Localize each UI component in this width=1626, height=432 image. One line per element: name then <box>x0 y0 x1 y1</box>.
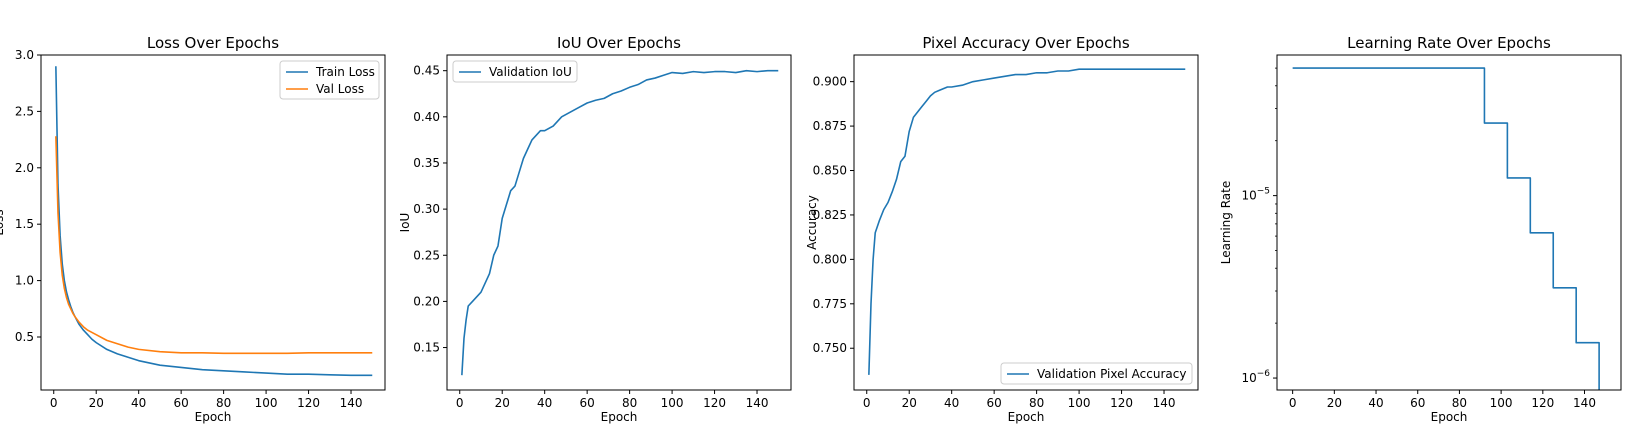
y-tick-label: 0.800 <box>813 252 847 266</box>
y-tick-label: 0.20 <box>413 294 440 308</box>
x-tick-label: 140 <box>340 396 363 410</box>
x-axis-label: Epoch <box>195 410 232 424</box>
y-axis-label: Loss <box>0 209 6 235</box>
y-tick-label: 3.0 <box>15 48 34 62</box>
x-tick-label: 20 <box>89 396 104 410</box>
x-tick-label: 60 <box>1410 396 1425 410</box>
x-tick-label: 80 <box>1029 396 1044 410</box>
x-tick-label: 120 <box>297 396 320 410</box>
x-tick-label: 120 <box>1531 396 1554 410</box>
y-tick-label: 0.45 <box>413 64 440 78</box>
chart-title: IoU Over Epochs <box>557 34 681 52</box>
series-line-1 <box>55 136 373 355</box>
chart-title: Learning Rate Over Epochs <box>1347 34 1551 52</box>
y-tick-label: 0.850 <box>813 164 847 178</box>
y-tick-label: 1.5 <box>15 217 34 231</box>
chart-title: Loss Over Epochs <box>147 34 279 52</box>
legend-label: Validation Pixel Accuracy <box>1037 367 1186 381</box>
plot-frame <box>40 54 386 391</box>
y-tick-label: 0.875 <box>813 119 847 133</box>
y-tick-label: 0.900 <box>813 75 847 89</box>
chart-panel-1: IoU Over Epochs 0 20 40 60 80 100 120 140 0.15 0.2… <box>398 34 792 424</box>
plot-frame <box>446 54 792 391</box>
series-line-0 <box>55 66 373 377</box>
x-tick-label: 100 <box>1490 396 1513 410</box>
x-tick-label: 100 <box>661 396 684 410</box>
y-axis-label: Accuracy <box>805 195 819 250</box>
x-tick-label: 0 <box>1289 396 1297 410</box>
x-tick-label: 120 <box>1110 396 1133 410</box>
x-tick-label: 40 <box>1368 396 1383 410</box>
x-tick-label: 60 <box>580 396 595 410</box>
x-tick-label: 0 <box>456 396 464 410</box>
x-axis-label: Epoch <box>1431 410 1468 424</box>
legend: Validation IoU <box>452 60 578 83</box>
y-tick-label: 0.15 <box>413 341 440 355</box>
y-tick-label: 0.30 <box>413 202 440 216</box>
legend-box <box>1000 362 1193 385</box>
y-tick-label: 0.750 <box>813 341 847 355</box>
x-axis-label: Epoch <box>601 410 638 424</box>
x-tick-label: 20 <box>902 396 917 410</box>
legend: Validation Pixel Accuracy <box>1000 362 1193 385</box>
x-tick-label: 100 <box>255 396 278 410</box>
series-line-0 <box>868 68 1186 375</box>
x-tick-label: 40 <box>537 396 552 410</box>
legend-label: Train Loss <box>315 65 375 79</box>
y-tick-label: 0.775 <box>813 297 847 311</box>
x-tick-label: 20 <box>1327 396 1342 410</box>
chart-panel-2: Pixel Accuracy Over Epochs 0 20 40 60 80 100 12… <box>805 34 1199 424</box>
x-tick-label: 80 <box>1452 396 1467 410</box>
y-axis-label: IoU <box>398 213 412 233</box>
y-tick-label: 0.25 <box>413 248 440 262</box>
x-tick-label: 60 <box>174 396 189 410</box>
x-tick-label: 100 <box>1068 396 1091 410</box>
y-tick-label: 10−5 <box>1241 187 1270 203</box>
series-line-0 <box>461 69 779 376</box>
x-tick-label: 80 <box>216 396 231 410</box>
chart-panel-3: Learning Rate Over Epochs 0 20 40 60 80 100 120… <box>1219 34 1622 424</box>
x-tick-label: 0 <box>863 396 871 410</box>
y-tick-label: 0.35 <box>413 156 440 170</box>
legend: Train Loss Val Loss <box>279 60 380 100</box>
legend-box <box>452 60 578 83</box>
x-tick-label: 140 <box>1153 396 1176 410</box>
x-tick-label: 80 <box>622 396 637 410</box>
x-tick-label: 40 <box>944 396 959 410</box>
y-tick-label: 2.0 <box>15 161 34 175</box>
x-tick-label: 140 <box>1573 396 1596 410</box>
x-axis-label: Epoch <box>1008 410 1045 424</box>
y-tick-label: 10−6 <box>1241 369 1270 385</box>
legend-label: Validation IoU <box>489 65 572 79</box>
legend-label: Val Loss <box>316 82 364 96</box>
x-tick-label: 40 <box>131 396 146 410</box>
x-tick-label: 120 <box>703 396 726 410</box>
y-tick-label: 0.40 <box>413 110 440 124</box>
x-tick-label: 140 <box>746 396 769 410</box>
chart-panel-0: Loss Over Epochs 0 20 40 60 80 100 120 140 0.5 1.0… <box>0 34 386 424</box>
series-line-0 <box>1292 67 1600 390</box>
y-axis-label: Learning Rate <box>1219 181 1233 264</box>
y-tick-label: 1.0 <box>15 274 34 288</box>
plot-frame <box>1276 54 1622 391</box>
x-tick-label: 60 <box>987 396 1002 410</box>
y-tick-label: 2.5 <box>15 104 34 118</box>
plot-frame <box>853 54 1199 391</box>
y-tick-label: 0.5 <box>15 330 34 344</box>
y-tick-label: 0.825 <box>813 208 847 222</box>
chart-title: Pixel Accuracy Over Epochs <box>922 34 1129 52</box>
x-tick-label: 20 <box>495 396 510 410</box>
x-tick-label: 0 <box>50 396 58 410</box>
